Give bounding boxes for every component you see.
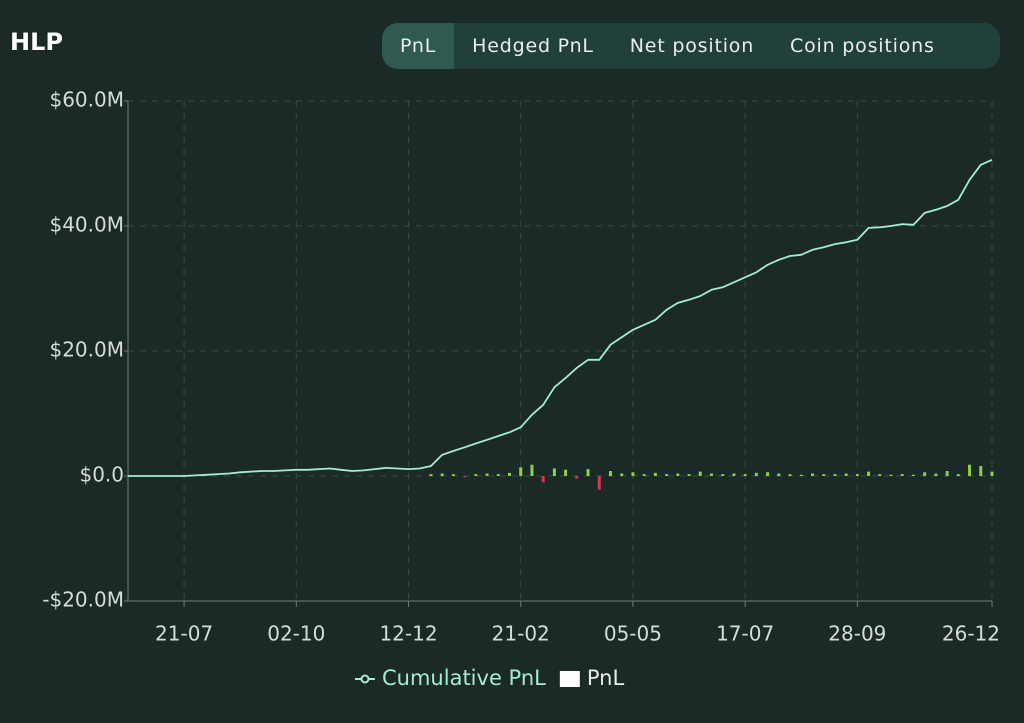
bar <box>833 474 837 476</box>
legend-swatch <box>360 674 370 684</box>
bar <box>945 471 949 476</box>
bar <box>631 472 635 476</box>
bar <box>463 476 467 478</box>
bar <box>519 467 523 476</box>
bar <box>687 474 691 476</box>
bar <box>844 473 848 476</box>
bar <box>754 472 758 476</box>
bar <box>440 473 444 476</box>
bar <box>564 469 568 476</box>
bar <box>530 464 534 476</box>
bar <box>620 473 624 476</box>
title: HLP <box>10 28 63 56</box>
legend-label: PnL <box>587 666 625 690</box>
bar <box>586 469 590 476</box>
x-tick-label: 21-02 <box>492 622 550 646</box>
bar <box>777 473 781 476</box>
bar <box>799 474 803 476</box>
bar <box>822 474 826 476</box>
bar <box>911 474 915 476</box>
bar <box>429 474 433 476</box>
bar <box>485 473 489 476</box>
bar <box>653 472 657 476</box>
tab[interactable]: Net position <box>629 35 755 57</box>
bar <box>665 474 669 476</box>
tab[interactable]: PnL <box>382 23 455 69</box>
bar <box>968 464 972 476</box>
legend-swatch <box>559 671 580 687</box>
bar <box>642 474 646 476</box>
y-tick-label: $60.0M <box>49 88 124 112</box>
x-tick-label: 12-12 <box>379 622 437 646</box>
tab-bar: PnL Hedged PnL Net position Coin positions <box>382 23 1000 69</box>
bar <box>508 472 512 476</box>
bar <box>979 466 983 476</box>
bar <box>732 473 736 476</box>
bar <box>766 472 770 476</box>
x-tick-label: 26-12 <box>942 622 1000 646</box>
bar <box>552 468 556 476</box>
bar <box>597 476 601 490</box>
bar <box>721 474 725 476</box>
bar <box>934 473 938 476</box>
bar <box>608 471 612 476</box>
bar <box>990 471 994 476</box>
y-tick-label: $40.0M <box>49 213 124 237</box>
bar <box>541 476 545 483</box>
bar <box>709 473 713 476</box>
bar <box>867 471 871 476</box>
bar <box>956 474 960 476</box>
bar <box>698 471 702 476</box>
x-tick-label: 05-05 <box>604 622 662 646</box>
y-tick-label: -$20.0M <box>42 588 124 612</box>
bar <box>900 474 904 476</box>
bar <box>474 474 478 476</box>
bar <box>878 474 882 476</box>
x-tick-label: 21-07 <box>155 622 213 646</box>
bar <box>810 473 814 476</box>
tab[interactable]: Hedged PnL <box>472 35 594 57</box>
x-tick-label: 28-09 <box>828 622 886 646</box>
x-tick-label: 17-07 <box>716 622 774 646</box>
bar <box>676 473 680 476</box>
y-tick-label: $0.0 <box>79 463 124 487</box>
y-tick-label: $20.0M <box>49 338 124 362</box>
bar <box>855 474 859 476</box>
x-tick-label: 02-10 <box>267 622 325 646</box>
bar <box>743 474 747 476</box>
bar <box>575 476 579 479</box>
bar <box>496 474 500 476</box>
bar <box>923 472 927 476</box>
bar <box>451 474 455 476</box>
line <box>128 158 993 477</box>
bar <box>889 474 893 476</box>
bar <box>788 474 792 476</box>
tab[interactable]: Coin positions <box>790 35 935 57</box>
legend-label: Cumulative PnL <box>382 666 546 690</box>
